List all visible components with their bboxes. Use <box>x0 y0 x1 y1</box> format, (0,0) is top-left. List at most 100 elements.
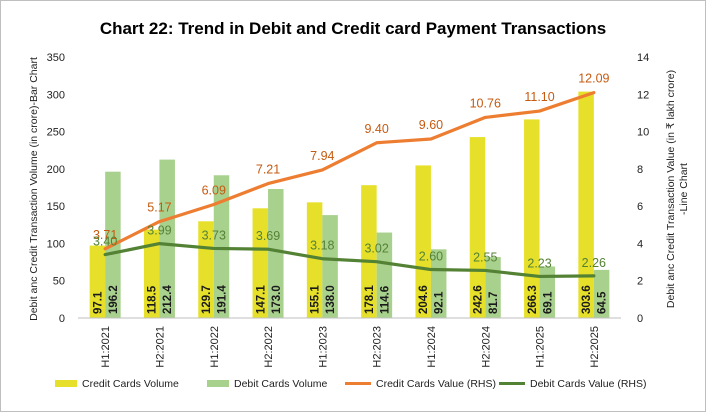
y-axis-title: Debit anc Credit Transaction Volume (in … <box>28 57 40 321</box>
debit-volume-bar <box>593 269 610 318</box>
y2-axis-title: Debit anc Credit Transaction Value (in ₹… <box>665 70 690 308</box>
credit-volume-bar <box>89 245 106 318</box>
y-tick-label: 250 <box>47 127 65 139</box>
credit-volume-label: 97.1 <box>92 291 104 314</box>
credit-volume-bar <box>524 119 540 318</box>
debit-volume-label: 92.1 <box>434 291 446 314</box>
debit-value-label: 3.73 <box>202 228 226 242</box>
credit-volume-label: 147.1 <box>255 285 267 314</box>
credit-volume-bar <box>306 202 323 318</box>
x-tick-label: H2:2022 <box>263 326 275 368</box>
debit-volume-bar <box>539 266 556 318</box>
credit-volume-label: 178.1 <box>364 285 376 314</box>
credit-volume-bar <box>143 229 160 318</box>
y-tick-label: 50 <box>53 276 65 288</box>
y2-tick-label: 6 <box>637 201 643 213</box>
debit-volume-label: 138.0 <box>325 285 337 314</box>
credit-volume-label: 303.6 <box>581 285 593 314</box>
chart-title: Chart 22: Trend in Debit and Credit card… <box>100 19 606 38</box>
credit-value-label: 9.40 <box>364 122 388 136</box>
debit-value-label: 3.99 <box>147 224 171 238</box>
debit-value-label: 3.40 <box>93 235 117 249</box>
debit-volume-bar <box>430 249 447 318</box>
debit-volume-bar <box>213 175 230 318</box>
debit-volume-label: 173.0 <box>271 285 283 314</box>
credit-value-label: 7.21 <box>256 163 280 177</box>
credit-value-label: 12.09 <box>578 72 609 86</box>
x-tick-label: H1:2021 <box>100 326 112 368</box>
debit-value-label: 3.18 <box>310 239 334 253</box>
legend: Credit Cards Volume Debit Cards Volume Cre… <box>55 378 647 390</box>
legend-label: Credit Cards Value (RHS) <box>376 378 496 390</box>
x-tick-label: H1:2023 <box>317 326 329 368</box>
y2-tick-label: 12 <box>637 89 649 101</box>
legend-swatch <box>55 380 77 387</box>
credit-value-label: 5.17 <box>147 201 171 215</box>
y2-tick-label: 2 <box>637 276 643 288</box>
debit-value-label: 2.60 <box>419 250 443 264</box>
debit-value-label: 2.55 <box>473 250 497 264</box>
y2-axis-title-line1: Debit anc Credit Transaction Value (in ₹… <box>665 70 677 308</box>
debit-value-label: 2.23 <box>527 256 551 270</box>
y2-tick-label: 0 <box>637 313 643 325</box>
y2-tick-label: 4 <box>637 238 643 250</box>
credit-volume-label: 204.6 <box>418 285 430 314</box>
debit-value-label: 3.02 <box>364 242 388 256</box>
credit-value-line <box>103 91 596 251</box>
debit-volume-label: 212.4 <box>162 285 174 314</box>
debit-volume-label: 69.1 <box>542 291 554 314</box>
credit-volume-label: 129.7 <box>201 285 213 314</box>
debit-volume-bar <box>268 188 284 318</box>
debit-value-label: 2.26 <box>582 256 606 270</box>
credit-value-label: 6.09 <box>202 183 226 197</box>
debit-volume-bar <box>322 215 338 318</box>
credit-volume-label: 155.1 <box>310 285 322 314</box>
credit-value-label: 7.94 <box>310 149 334 163</box>
debit-volume-label: 191.4 <box>217 285 229 314</box>
credit-volume-bar <box>578 91 594 319</box>
y-tick-label: 200 <box>47 164 65 176</box>
credit-volume-label: 118.5 <box>147 285 159 314</box>
y2-tick-label: 10 <box>637 127 649 139</box>
y-tick-label: 350 <box>47 52 65 64</box>
credit-volume-bar <box>252 208 269 318</box>
x-tick-label: H2:2021 <box>154 326 166 368</box>
x-tick-label: H2:2023 <box>372 326 384 368</box>
debit-volume-bar <box>376 232 393 318</box>
credit-value-label: 10.76 <box>470 96 501 110</box>
x-tick-label: H2:2024 <box>480 326 492 368</box>
y-tick-label: 100 <box>47 238 65 250</box>
debit-volume-bar <box>159 159 175 318</box>
y-tick-label: 0 <box>59 313 65 325</box>
debit-volume-label: 196.2 <box>108 285 120 314</box>
y2-tick-label: 8 <box>637 164 643 176</box>
y-tick-label: 150 <box>47 201 65 213</box>
legend-label: Credit Cards Volume <box>82 378 179 390</box>
legend-swatch <box>207 380 229 387</box>
credit-volume-label: 242.6 <box>473 285 485 314</box>
credit-volume-bar <box>198 221 214 318</box>
credit-value-label: 3.71 <box>93 228 117 242</box>
credit-volume-bar <box>469 137 486 318</box>
credit-value-label: 11.10 <box>524 90 554 104</box>
credit-volume-label: 266.3 <box>527 285 539 314</box>
y-tick-label: 300 <box>47 89 65 101</box>
x-tick-label: H1:2022 <box>209 326 221 368</box>
debit-volume-label: 114.6 <box>379 286 391 314</box>
x-tick-label: H1:2025 <box>535 326 547 368</box>
x-tick-label: H2:2025 <box>589 326 601 368</box>
y2-axis-title-line2: -Line Chart <box>678 163 690 215</box>
x-tick-label: H1:2024 <box>426 326 438 368</box>
debit-volume-label: 64.5 <box>597 291 609 314</box>
legend-label: Debit Cards Volume <box>234 378 328 390</box>
debit-value-label: 3.69 <box>256 229 280 243</box>
debit-value-line <box>103 242 596 279</box>
y2-tick-label: 14 <box>637 52 649 64</box>
plot-area: 0 50 100 150 200 250 300 350 0 2 4 6 8 10 12 14 97.1 196.… <box>47 52 650 368</box>
credit-volume-bar <box>415 165 431 318</box>
legend-label: Debit Cards Value (RHS) <box>530 378 647 390</box>
credit-volume-bar <box>361 185 377 318</box>
debit-volume-label: 81.7 <box>488 292 500 314</box>
